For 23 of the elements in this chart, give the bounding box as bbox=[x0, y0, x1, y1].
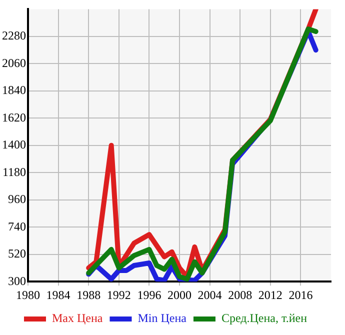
x-tick-label: 1992 bbox=[106, 288, 131, 302]
x-tick-label: 2012 bbox=[258, 288, 282, 302]
x-tick-label: 1980 bbox=[16, 288, 40, 302]
y-tick-label: 520 bbox=[8, 246, 26, 261]
x-tick-label: 2000 bbox=[168, 288, 192, 302]
y-tick-label: 960 bbox=[8, 192, 26, 206]
y-tick-label: 2060 bbox=[2, 56, 26, 70]
x-tick-label: 1996 bbox=[137, 288, 162, 302]
legend-label: Сред.Цена, т.йен bbox=[221, 311, 308, 326]
y-tick-label: 1840 bbox=[2, 83, 26, 98]
y-tick-label: 1620 bbox=[2, 110, 26, 124]
y-tick-label: 300 bbox=[8, 274, 26, 288]
legend-label: Min Цена bbox=[138, 311, 188, 326]
x-tick-label: 2008 bbox=[228, 288, 252, 302]
x-tick-label: 2004 bbox=[198, 288, 222, 302]
x-tick-label: 1984 bbox=[46, 288, 70, 302]
legend-label: Max Цена bbox=[52, 311, 104, 326]
y-tick-label: 2280 bbox=[2, 28, 26, 43]
y-tick-label: 740 bbox=[8, 219, 26, 234]
y-tick-label: 1180 bbox=[2, 164, 26, 179]
x-tick-label: 1988 bbox=[76, 288, 101, 302]
x-tick-label: 2016 bbox=[288, 288, 313, 302]
y-tick-label: 1400 bbox=[2, 138, 26, 152]
